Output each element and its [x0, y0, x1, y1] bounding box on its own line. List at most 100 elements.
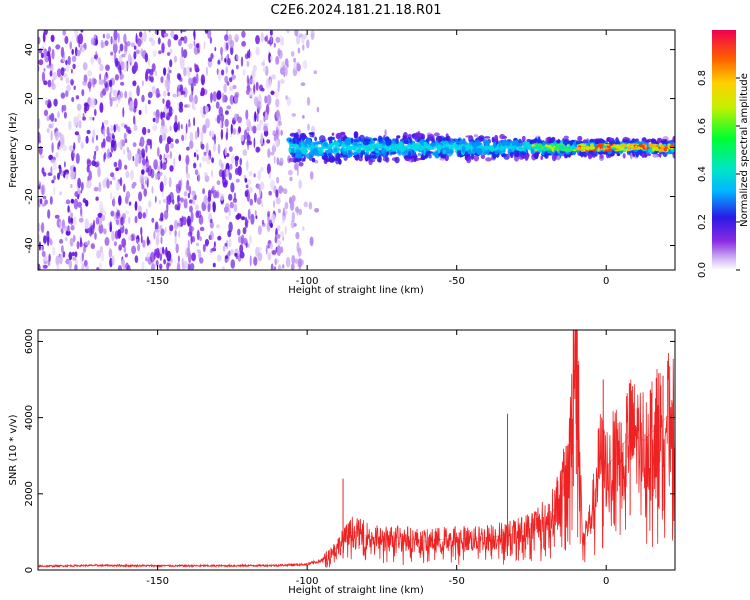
noise-blob — [59, 253, 63, 265]
noise-blob — [186, 146, 190, 151]
noise-blob — [99, 73, 102, 81]
noise-blob — [38, 222, 41, 232]
band-blob — [355, 148, 363, 154]
noise-blob — [140, 48, 143, 56]
band-core-blob — [536, 146, 542, 150]
noise-blob — [169, 165, 174, 172]
noise-blob — [178, 39, 182, 47]
colorbar-axis: 0.0 0.2 0.4 0.6 0.8 — [697, 70, 740, 278]
noise-blob — [142, 126, 147, 136]
noise-blob — [82, 246, 87, 253]
noise-blob — [147, 99, 151, 105]
noise-blob — [186, 66, 191, 71]
noise-blob — [306, 96, 311, 106]
noise-blob — [181, 215, 184, 223]
band-core-blob — [577, 146, 581, 150]
noise-blob — [212, 91, 217, 102]
noise-blob — [81, 89, 85, 97]
band-blob — [413, 158, 417, 162]
noise-blob — [72, 63, 76, 70]
noise-blob — [117, 32, 120, 43]
band-blob — [478, 135, 485, 142]
band-blob — [364, 156, 369, 162]
noise-blob — [209, 36, 212, 44]
band-core-blob — [543, 146, 548, 151]
band-blob — [332, 136, 335, 141]
noise-blob — [249, 255, 252, 267]
noise-blob — [38, 36, 41, 45]
noise-blob — [270, 222, 273, 228]
noise-blob — [60, 67, 65, 76]
noise-blob — [264, 95, 268, 104]
noise-blob — [144, 103, 148, 115]
noise-blob — [125, 210, 129, 215]
noise-blob — [62, 73, 68, 78]
band-blob — [439, 158, 446, 161]
noise-blob — [222, 245, 226, 252]
noise-blob — [150, 251, 155, 263]
noise-blob — [245, 242, 248, 248]
band-blob — [473, 145, 477, 154]
noise-blob — [306, 39, 310, 49]
noise-blob — [280, 231, 284, 237]
noise-blob — [275, 139, 280, 148]
noise-blob — [271, 74, 276, 80]
band-core-blob — [610, 145, 614, 148]
noise-blob — [44, 199, 48, 205]
band-blob — [551, 153, 557, 162]
noise-blob — [121, 238, 127, 248]
band-blob — [292, 137, 300, 146]
band-blob — [456, 145, 460, 152]
noise-blob — [113, 195, 116, 207]
band-blob — [482, 139, 489, 145]
band-core-blob — [607, 143, 610, 146]
band-blob — [369, 154, 377, 160]
noise-blob — [154, 195, 157, 203]
noise-blob — [94, 232, 97, 240]
noise-blob — [133, 61, 138, 72]
band-blob — [303, 157, 306, 162]
noise-blob — [87, 81, 92, 89]
noise-blob — [43, 235, 47, 244]
noise-blob — [112, 42, 118, 54]
noise-blob — [65, 90, 69, 98]
noise-blob — [248, 186, 253, 193]
noise-blob — [95, 217, 100, 225]
noise-blob — [228, 207, 231, 217]
noise-blob — [98, 79, 102, 85]
band-core-blob — [646, 146, 649, 150]
band-blob — [368, 158, 373, 166]
band-blob — [468, 148, 472, 153]
noise-blob — [261, 201, 264, 208]
noise-blob — [244, 178, 248, 183]
noise-blob — [65, 230, 71, 236]
noise-blob — [310, 30, 315, 38]
band-core-blob — [531, 144, 536, 147]
noise-blob — [186, 247, 191, 258]
noise-blob — [74, 191, 79, 198]
band-blob — [371, 145, 375, 149]
noise-blob — [154, 229, 160, 233]
noise-blob — [173, 157, 176, 168]
noise-blob — [112, 89, 118, 97]
band-blob — [626, 150, 631, 155]
noise-blob — [120, 81, 125, 86]
noise-blob — [193, 40, 196, 47]
noise-blob — [71, 48, 74, 55]
band-blob — [493, 141, 497, 149]
noise-blob — [188, 199, 193, 204]
noise-blob — [133, 98, 138, 109]
noise-blob — [114, 241, 117, 247]
noise-blob — [134, 156, 139, 168]
noise-blob — [200, 106, 204, 115]
noise-blob — [220, 53, 223, 62]
noise-blob — [38, 136, 41, 143]
band-blob — [304, 140, 308, 148]
noise-blob — [165, 143, 170, 154]
noise-blob — [210, 92, 213, 103]
noise-blob — [199, 226, 205, 232]
noise-blob — [163, 90, 167, 98]
noise-blob — [57, 142, 60, 150]
band-blob — [344, 137, 351, 146]
noise-blob — [259, 119, 264, 126]
